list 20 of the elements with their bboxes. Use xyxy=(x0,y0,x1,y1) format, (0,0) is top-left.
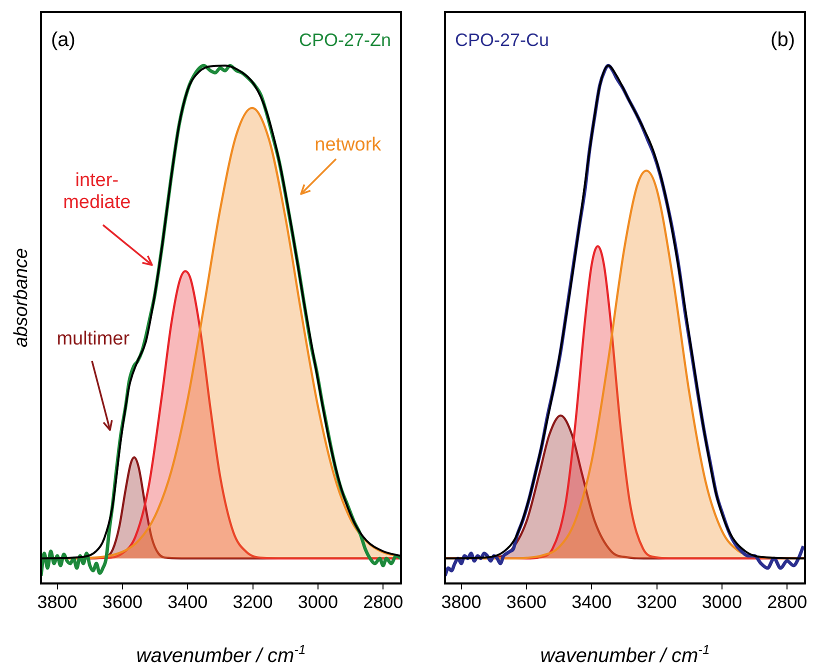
x-tick-label: 3200 xyxy=(232,592,273,612)
x-tick-label: 3200 xyxy=(636,592,677,612)
text: CPO-27-Cu xyxy=(455,30,550,50)
x-tick-label: 3000 xyxy=(702,592,742,612)
x-tick-label: 3600 xyxy=(506,592,546,612)
chart-title: (b) xyxy=(770,29,795,51)
x-tick-label: 3600 xyxy=(102,592,142,612)
text: CPO-27-Zn xyxy=(298,30,391,50)
chart-title: (a) xyxy=(51,29,76,51)
x-tick-label: 2800 xyxy=(767,592,808,612)
x-tick-label: 3800 xyxy=(37,592,78,612)
x-tick-label: 3000 xyxy=(298,592,338,612)
x-tick-label: 3800 xyxy=(441,592,482,612)
y-axis-title: absorbance xyxy=(11,248,32,348)
annotation: inter- mediate xyxy=(63,170,131,214)
x-tick-label: 3400 xyxy=(572,592,612,612)
annotation: multimer xyxy=(56,328,130,350)
x-tick-label: 3400 xyxy=(168,592,208,612)
annotation: network xyxy=(314,134,382,156)
x-tick-label: 2800 xyxy=(363,592,404,612)
